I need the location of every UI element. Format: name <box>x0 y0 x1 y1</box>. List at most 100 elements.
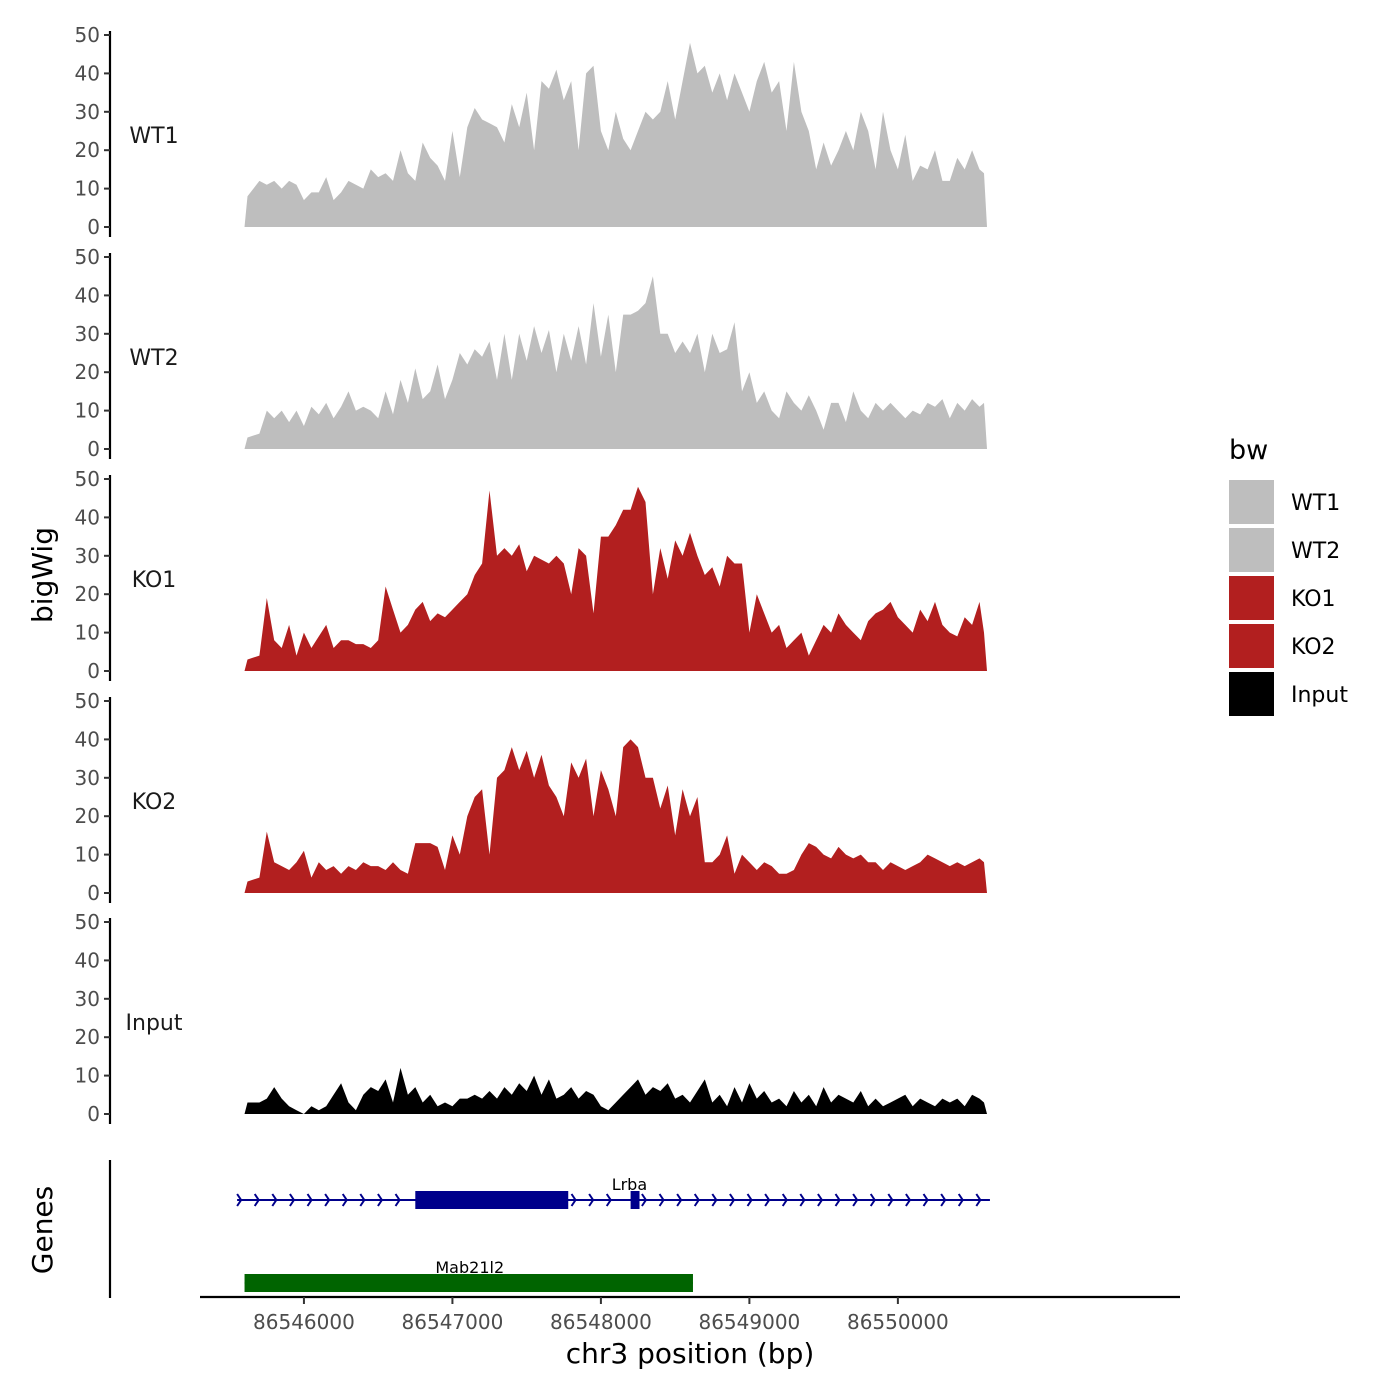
strand-arrow-icon <box>852 1193 859 1207</box>
strand-arrow-icon <box>781 1193 788 1207</box>
gene-lrba: Lrba <box>236 1175 990 1209</box>
y-tick-label: 0 <box>87 659 100 683</box>
legend-swatch-wt2 <box>1229 528 1274 572</box>
y-tick-label: 10 <box>75 1064 100 1088</box>
y-tick-label: 10 <box>75 843 100 867</box>
y-tick-label: 30 <box>75 100 100 124</box>
y-tick-label: 20 <box>75 582 100 606</box>
y-tick-label: 10 <box>75 177 100 201</box>
y-tick-label: 20 <box>75 360 100 384</box>
legend-swatch-ko2 <box>1229 624 1274 668</box>
legend: bw WT1 WT2 KO1 KO2 Input <box>1229 435 1348 716</box>
exon-block <box>630 1191 640 1209</box>
x-tick-label: 86548000 <box>550 1310 652 1334</box>
strand-arrow-icon <box>570 1193 577 1207</box>
strand-arrow-icon <box>605 1193 612 1207</box>
track-wt2: 0 10 20 30 40 50 WT2 <box>75 245 987 461</box>
legend-label-wt1: WT1 <box>1291 491 1340 516</box>
legend-label-ko1: KO1 <box>1291 587 1336 612</box>
y-tick-label: 40 <box>75 505 100 529</box>
x-tick-label: 86546000 <box>253 1310 355 1334</box>
strand-arrow-icon <box>394 1193 401 1207</box>
legend-label-input: Input <box>1291 683 1348 708</box>
y-tick-label: 30 <box>75 322 100 346</box>
strand-arrow-icon <box>377 1193 384 1207</box>
y-tick-label: 30 <box>75 544 100 568</box>
track-wt1: 0 10 20 30 40 50 WT1 <box>75 23 987 239</box>
y-axis-title: bigWig <box>26 527 59 623</box>
strand-arrow-icon <box>306 1193 313 1207</box>
strand-arrow-icon <box>922 1193 929 1207</box>
gene-mab21l2: Mab21l2 <box>244 1258 693 1292</box>
signal-tracks: 0 10 20 30 40 50 WT1 0 10 20 30 40 50 WT2 0 10 20 30 40 50 K… <box>75 23 987 1126</box>
strand-arrow-icon <box>905 1193 912 1207</box>
y-tick-label: 0 <box>87 215 100 239</box>
gene-label: Mab21l2 <box>435 1258 504 1277</box>
x-axis-title: chr3 position (bp) <box>566 1337 815 1370</box>
strand-arrow-icon <box>253 1193 260 1207</box>
strand-arrow-icon <box>957 1193 964 1207</box>
track-ko1: 0 10 20 30 40 50 KO1 <box>75 467 987 683</box>
strand-arrow-icon <box>817 1193 824 1207</box>
y-tick-label: 50 <box>75 689 100 713</box>
gene-label: Lrba <box>612 1175 647 1194</box>
strand-arrow-icon <box>729 1193 736 1207</box>
exon-block <box>415 1191 569 1209</box>
x-tick-label: 86549000 <box>698 1310 800 1334</box>
y-tick-label: 50 <box>75 23 100 47</box>
track-label-ko2: KO2 <box>132 790 177 815</box>
strand-arrow-icon <box>940 1193 947 1207</box>
area-input <box>244 1067 987 1114</box>
area-wt2 <box>244 276 987 449</box>
y-tick-label: 20 <box>75 804 100 828</box>
y-tick-label: 50 <box>75 910 100 934</box>
y-tick-label: 10 <box>75 399 100 423</box>
strand-arrow-icon <box>289 1193 296 1207</box>
strand-arrow-icon <box>799 1193 806 1207</box>
strand-arrow-icon <box>711 1193 718 1207</box>
strand-arrow-icon <box>693 1193 700 1207</box>
track-label-wt1: WT1 <box>129 124 178 149</box>
legend-title: bw <box>1229 435 1268 466</box>
legend-swatch-ko1 <box>1229 576 1274 620</box>
y-tick-label: 50 <box>75 467 100 491</box>
strand-arrow-icon <box>834 1193 841 1207</box>
track-label-ko1: KO1 <box>132 568 177 593</box>
y-tick-label: 30 <box>75 987 100 1011</box>
strand-arrow-icon <box>746 1193 753 1207</box>
y-tick-label: 40 <box>75 283 100 307</box>
legend-label-ko2: KO2 <box>1291 635 1336 660</box>
y-tick-label: 40 <box>75 727 100 751</box>
area-ko2 <box>244 739 987 893</box>
area-wt1 <box>244 42 987 228</box>
y-tick-label: 40 <box>75 61 100 85</box>
strand-arrow-icon <box>869 1193 876 1207</box>
x-tick-label: 86550000 <box>847 1310 949 1334</box>
y-tick-label: 20 <box>75 138 100 162</box>
legend-swatch-input <box>1229 672 1274 716</box>
strand-arrow-icon <box>975 1193 982 1207</box>
strand-arrow-icon <box>658 1193 665 1207</box>
strand-arrow-icon <box>676 1193 683 1207</box>
strand-arrow-icon <box>887 1193 894 1207</box>
y-tick-label: 30 <box>75 766 100 790</box>
strand-arrow-icon <box>236 1193 243 1207</box>
strand-arrow-icon <box>764 1193 771 1207</box>
y-tick-label: 20 <box>75 1025 100 1049</box>
track-label-wt2: WT2 <box>129 346 178 371</box>
strand-arrow-icon <box>359 1193 366 1207</box>
y-tick-label: 10 <box>75 621 100 645</box>
y-tick-label: 0 <box>87 1102 100 1126</box>
genes-axis-title: Genes <box>26 1186 59 1274</box>
legend-label-wt2: WT2 <box>1291 539 1340 564</box>
track-label-input: Input <box>126 1011 183 1036</box>
x-axis: 86546000 86547000 86548000 86549000 86550000 <box>200 1295 1180 1334</box>
strand-arrow-icon <box>641 1193 648 1207</box>
area-ko1 <box>244 486 987 671</box>
legend-swatch-wt1 <box>1229 480 1274 524</box>
track-ko2: 0 10 20 30 40 50 KO2 <box>75 689 987 905</box>
gene-track: Lrba Mab21l2 <box>108 1160 990 1298</box>
y-tick-label: 40 <box>75 948 100 972</box>
strand-arrow-icon <box>341 1193 348 1207</box>
